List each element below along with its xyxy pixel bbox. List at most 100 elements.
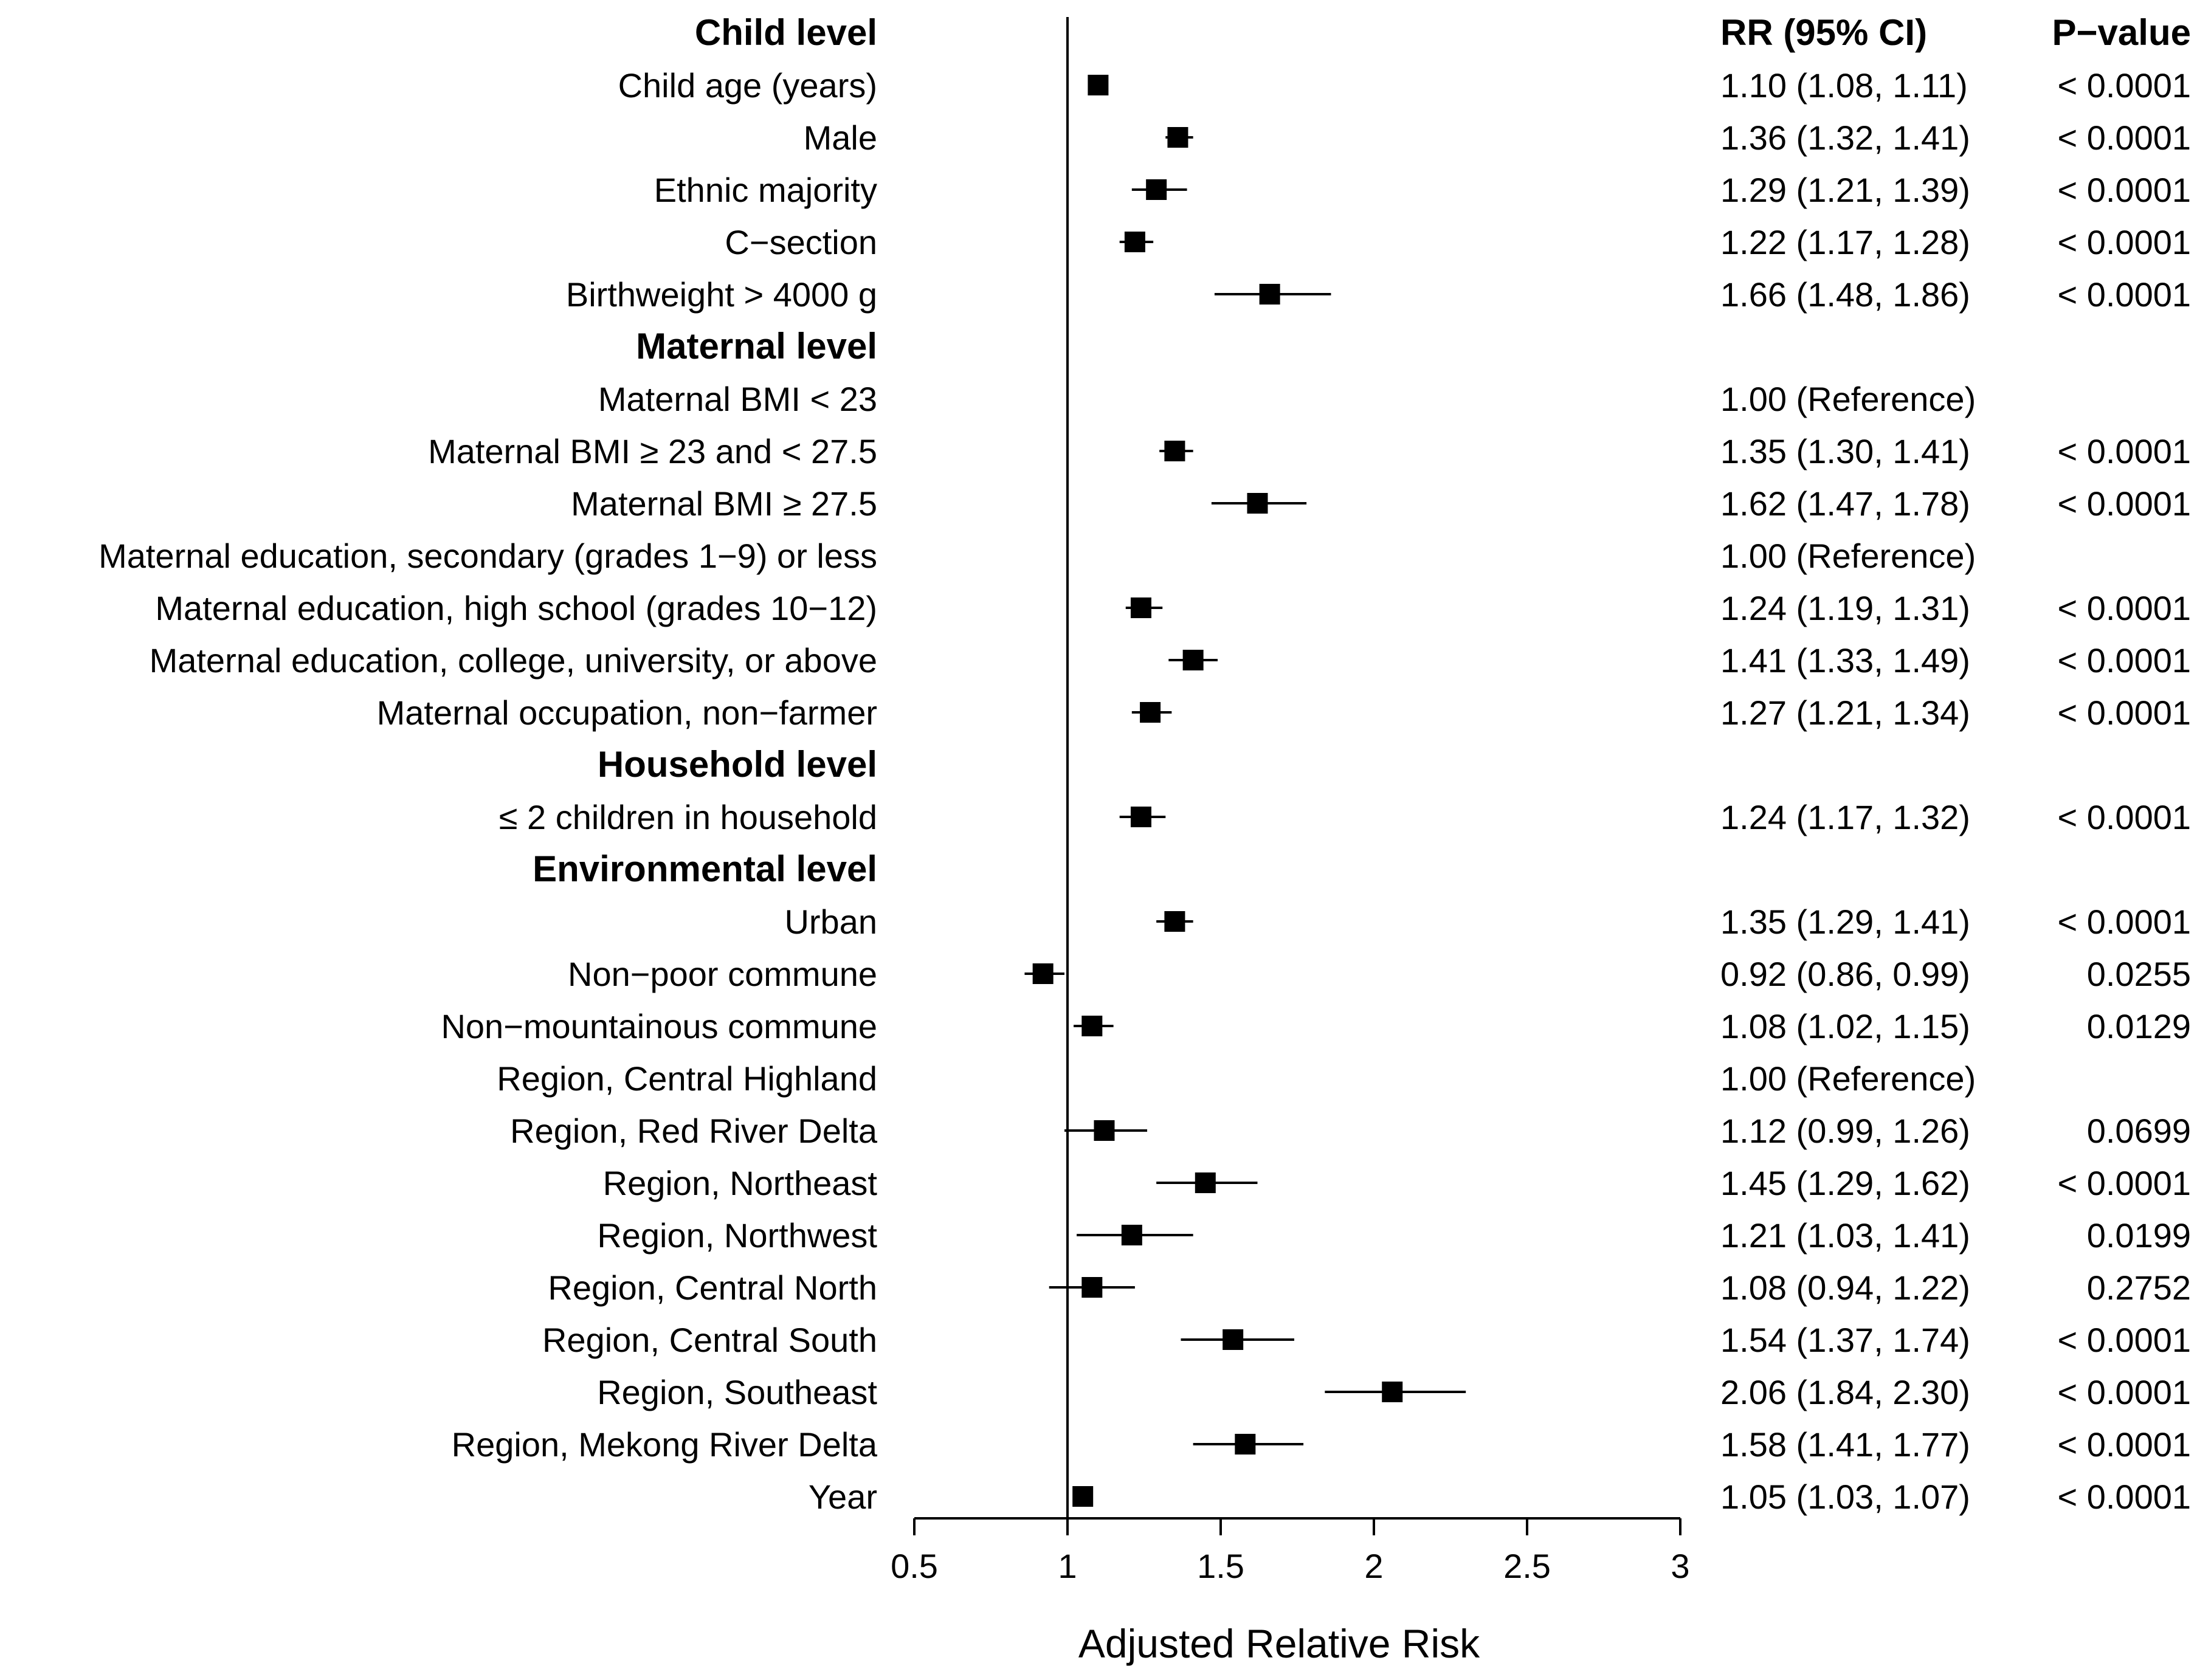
row-label: Urban [784,903,877,941]
point-estimate-marker [1072,1486,1094,1507]
p-value-text: < 0.0001 [2057,1425,2191,1464]
point-estimate-marker [1259,284,1280,305]
rr-ci-text: 1.00 (Reference) [1720,537,1976,575]
rr-ci-text: 1.08 (0.94, 1.22) [1720,1269,1970,1307]
point-estimate-marker [1130,807,1151,827]
rr-ci-text: 1.27 (1.21, 1.34) [1720,694,1970,732]
row-label: Ethnic majority [654,171,877,209]
forest-row: Environmental level [533,849,877,889]
forest-row: Maternal education, high school (grades … [155,589,2191,627]
point-estimate-marker [1164,911,1185,932]
p-value-text: < 0.0001 [2057,171,2191,209]
row-label: Region, Northwest [597,1216,877,1255]
forest-row: Region, Southeast 2.06 (1.84, 2.30) < 0.00… [597,1373,2191,1411]
x-tick-label: 0.5 [891,1547,938,1585]
p-value-text: < 0.0001 [2057,1164,2191,1202]
forest-row: ≤ 2 children in household 1.24 (1.17, 1.3… [499,798,2191,836]
row-label: Maternal education, secondary (grades 1−… [98,537,877,575]
p-value-text: < 0.0001 [2057,589,2191,627]
rr-column-header: RR (95% CI) [1720,12,1927,53]
rr-ci-text: 1.35 (1.29, 1.41) [1720,903,1970,941]
forest-row: Child age (years) 1.10 (1.08, 1.11) < 0.00… [618,66,2191,105]
point-estimate-marker [1121,1225,1142,1245]
point-estimate-marker [1088,75,1109,95]
rr-ci-text: 1.66 (1.48, 1.86) [1720,275,1970,314]
forest-row: Region, Northwest 1.21 (1.03, 1.41) 0.0199 [597,1216,2191,1255]
point-estimate-marker [1235,1434,1256,1455]
point-estimate-marker [1164,441,1185,461]
row-label: Non−mountainous commune [441,1007,877,1045]
row-label: Child age (years) [618,66,877,105]
rr-ci-text: 1.24 (1.19, 1.31) [1720,589,1970,627]
rr-ci-text: 0.92 (0.86, 0.99) [1720,955,1970,993]
row-label: Region, Central South [542,1321,877,1359]
point-estimate-marker [1167,127,1188,148]
p-value-text: < 0.0001 [2057,798,2191,836]
row-label: Non−poor commune [568,955,877,993]
forest-row: Birthweight > 4000 g 1.66 (1.48, 1.86) < 0… [566,275,2191,314]
point-estimate-marker [1195,1172,1216,1193]
section-header: Maternal level [636,326,877,367]
x-axis-title: Adjusted Relative Risk [1078,1621,1480,1666]
point-estimate-marker [1130,597,1151,618]
section-header: Child level [695,12,877,53]
rr-ci-text: 1.41 (1.33, 1.49) [1720,641,1970,680]
forest-row: Urban 1.35 (1.29, 1.41) < 0.0001 [784,903,2191,941]
rr-ci-text: 1.24 (1.17, 1.32) [1720,798,1970,836]
rr-ci-text: 1.21 (1.03, 1.41) [1720,1216,1970,1255]
point-estimate-marker [1140,702,1161,723]
row-label: Region, Central Highland [497,1059,877,1098]
forest-row: Region, Northeast 1.45 (1.29, 1.62) < 0.00… [603,1164,2191,1202]
p-value-text: < 0.0001 [2057,119,2191,157]
x-tick-label: 2 [1364,1547,1383,1585]
forest-row: Non−poor commune 0.92 (0.86, 0.99) 0.0255 [568,955,2191,993]
forest-row: Male 1.36 (1.32, 1.41) < 0.0001 [804,119,2191,157]
rr-ci-text: 1.58 (1.41, 1.77) [1720,1425,1970,1464]
row-label: Maternal BMI < 23 [598,380,877,418]
column-headers: RR (95% CI) P−value [1720,12,2191,53]
forest-row: Maternal occupation, non−farmer 1.27 (1.2… [377,694,2191,732]
forest-row: Region, Central North 1.08 (0.94, 1.22) 0.… [548,1269,2191,1307]
x-tick-label: 3 [1671,1547,1689,1585]
rr-ci-text: 1.00 (Reference) [1720,1059,1976,1098]
rr-ci-text: 1.05 (1.03, 1.07) [1720,1478,1970,1516]
point-estimate-marker [1146,179,1167,200]
rr-ci-text: 1.10 (1.08, 1.11) [1720,66,1968,105]
forest-row: Maternal level [636,326,877,367]
p-value-text: < 0.0001 [2057,275,2191,314]
point-estimate-marker [1032,963,1054,984]
row-label: Birthweight > 4000 g [566,275,877,314]
p-value-text: 0.0699 [2087,1112,2191,1150]
forest-row: Child level [695,12,877,53]
p-value-text: < 0.0001 [2057,1373,2191,1411]
point-estimate-marker [1182,650,1204,670]
rr-ci-text: 1.36 (1.32, 1.41) [1720,119,1970,157]
rr-ci-text: 1.12 (0.99, 1.26) [1720,1112,1970,1150]
rows: Child level Child age (years) 1.10 (1.08, … [98,12,2191,1516]
point-estimate-marker [1081,1277,1103,1298]
rr-ci-text: 1.45 (1.29, 1.62) [1720,1164,1970,1202]
p-value-text: < 0.0001 [2057,694,2191,732]
row-label: Region, Mekong River Delta [452,1425,878,1464]
p-value-text: 0.0199 [2087,1216,2191,1255]
forest-row: Region, Red River Delta 1.12 (0.99, 1.26)… [510,1112,2191,1150]
p-value-text: < 0.0001 [2057,223,2191,261]
forest-row: Maternal BMI ≥ 23 and < 27.5 1.35 (1.30, … [428,432,2191,470]
p-value-text: < 0.0001 [2057,66,2191,105]
row-label: Year [809,1478,877,1516]
forest-row: Region, Central South 1.54 (1.37, 1.74) < … [542,1321,2191,1359]
forest-row: Household level [598,744,877,785]
p-value-text: 0.2752 [2087,1269,2191,1307]
point-estimate-marker [1223,1329,1244,1350]
rr-ci-text: 1.22 (1.17, 1.28) [1720,223,1970,261]
rr-ci-text: 2.06 (1.84, 2.30) [1720,1373,1970,1411]
point-estimate-marker [1382,1382,1403,1402]
forest-row: Maternal BMI < 23 1.00 (Reference) [598,380,1976,418]
rr-ci-text: 1.08 (1.02, 1.15) [1720,1007,1970,1045]
forest-row: Region, Central Highland 1.00 (Reference) [497,1059,1976,1098]
forest-row: Maternal education, college, university,… [150,641,2191,680]
forest-row: Year 1.05 (1.03, 1.07) < 0.0001 [809,1478,2191,1516]
row-label: Region, Central North [548,1269,877,1307]
row-label: Maternal education, college, university,… [150,641,877,680]
row-label: Maternal occupation, non−farmer [377,694,877,732]
